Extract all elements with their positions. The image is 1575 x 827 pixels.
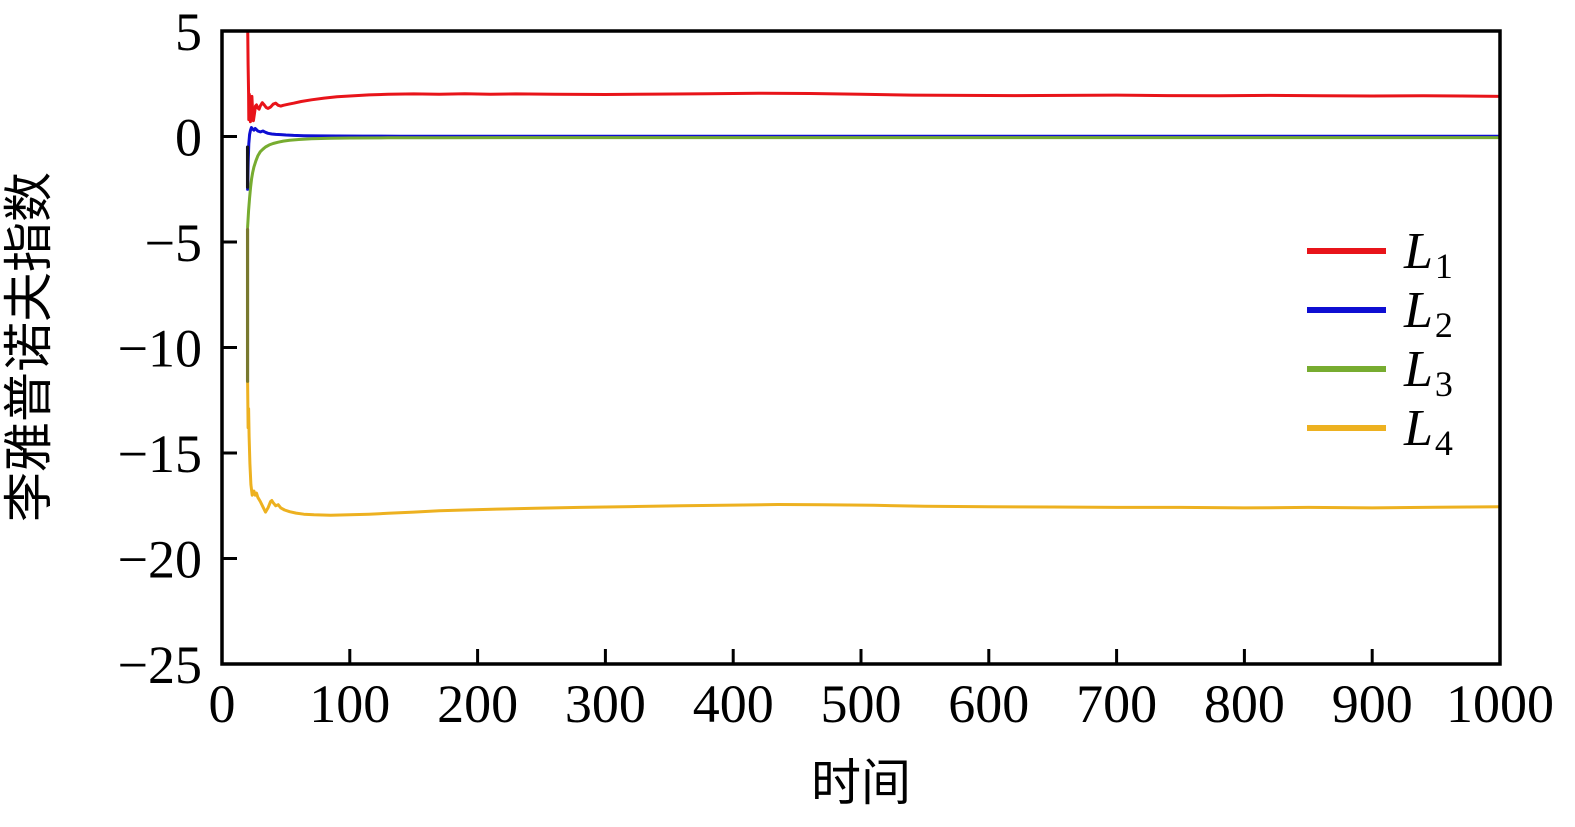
- y-tick-label: −15: [118, 424, 202, 484]
- y-tick-label: −10: [118, 319, 202, 379]
- plot-frame: [220, 29, 1502, 666]
- y-tick-label: −20: [118, 530, 202, 590]
- y-tick-label: 0: [175, 108, 202, 168]
- x-axis-title: 时间: [811, 755, 911, 811]
- x-tick-label: 500: [821, 674, 902, 734]
- x-tick-label: 800: [1204, 674, 1285, 734]
- legend-item-L1: L1: [1307, 223, 1453, 286]
- y-axis-ticks: 5 0 −5 −10 −15 −20 −25: [118, 2, 237, 695]
- x-tick-label: 200: [437, 674, 518, 734]
- y-tick-label: 5: [175, 2, 202, 62]
- legend-label-L3: L3: [1403, 341, 1453, 404]
- x-tick-label: 700: [1076, 674, 1157, 734]
- x-tick-label: 0: [209, 674, 236, 734]
- series-group: [245, 31, 1500, 517]
- legend-label-L4: L4: [1403, 400, 1453, 463]
- x-axis-ticks: 0 100 200 300 400 500 600 700 800 900 1000: [209, 649, 1554, 734]
- x-tick-label: 900: [1332, 674, 1413, 734]
- legend-item-L3: L3: [1307, 341, 1453, 404]
- legend-item-L4: L4: [1307, 400, 1453, 463]
- x-tick-label: 400: [693, 674, 774, 734]
- legend-label-L2: L2: [1403, 282, 1453, 345]
- x-tick-label: 100: [309, 674, 390, 734]
- y-tick-label: −5: [145, 213, 202, 273]
- legend-label-L1: L1: [1403, 223, 1453, 286]
- x-tick-label: 300: [565, 674, 646, 734]
- y-tick-label: −25: [118, 635, 202, 695]
- x-tick-label: 1000: [1446, 674, 1554, 734]
- x-tick-label: 600: [948, 674, 1029, 734]
- y-axis-title: 李雅普诺夫指数: [1, 172, 57, 522]
- legend-item-L2: L2: [1307, 282, 1453, 345]
- series-line-L1: [246, 31, 1500, 124]
- series-line-L3: [246, 136, 1500, 229]
- series-line-L4: [246, 379, 1500, 517]
